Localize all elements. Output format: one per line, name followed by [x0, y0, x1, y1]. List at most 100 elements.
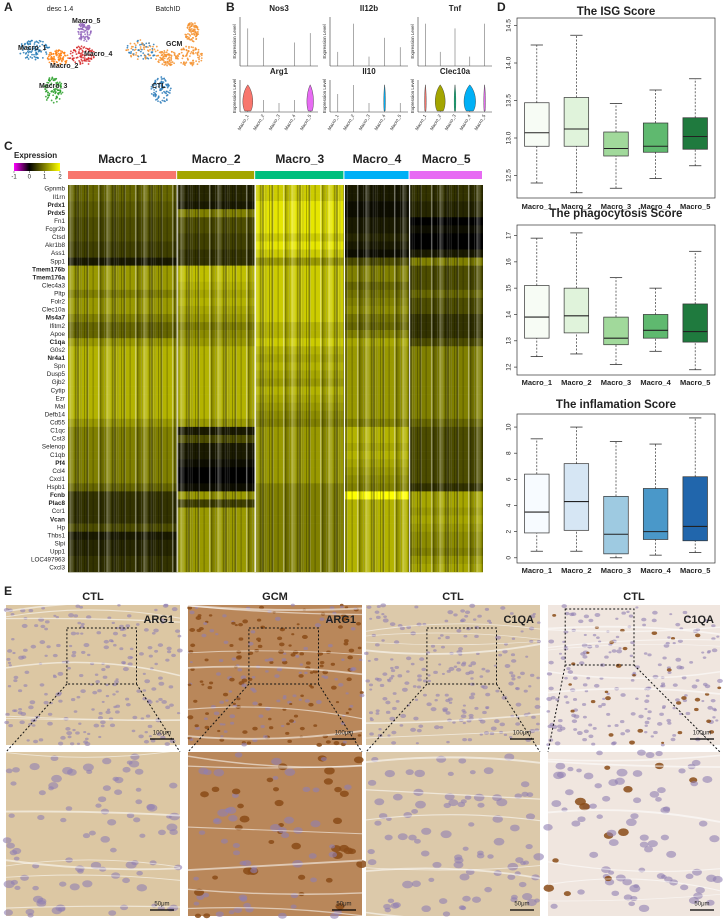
tissue-fiber: [365, 867, 541, 880]
cell: [493, 664, 497, 667]
umap-cell: [61, 91, 64, 94]
cell: [511, 637, 516, 640]
cell: [198, 830, 206, 835]
gene-label: Pltp: [54, 291, 65, 298]
cell: [229, 644, 234, 647]
umap-cell: [84, 29, 86, 32]
y-tick-label: 13.5: [506, 94, 513, 107]
umap-cell: [134, 46, 137, 49]
cell: [153, 628, 159, 633]
cell: [132, 715, 138, 720]
cell: [295, 655, 300, 658]
umap-cell: [63, 52, 66, 55]
cell: [115, 626, 119, 630]
umap-cell: [55, 85, 58, 88]
cell: [707, 705, 713, 710]
cell: [607, 724, 611, 728]
umap-cell: [157, 85, 160, 88]
cell: [579, 661, 585, 665]
cell: [560, 656, 567, 660]
cell: [256, 637, 262, 642]
cell: [232, 702, 236, 706]
violin-y-label: Expression Level: [410, 24, 415, 58]
umap-cell: [83, 31, 86, 34]
cell: [82, 880, 93, 888]
umap-cell: [56, 96, 58, 99]
cell: [56, 643, 61, 648]
umap-cell: [48, 46, 51, 49]
umap-cell: [60, 92, 63, 95]
cell: [669, 613, 673, 616]
cell: [470, 677, 474, 680]
umap-cell: [200, 54, 203, 57]
umap-cell: [21, 49, 24, 52]
x-tick-label: Macro_5: [680, 566, 710, 575]
cell: [114, 680, 119, 684]
cell: [611, 649, 617, 653]
cell: [267, 717, 272, 721]
umap-cell: [135, 54, 137, 56]
cell: [242, 619, 249, 624]
cell: [57, 741, 64, 746]
cell: [536, 621, 541, 624]
gene-label: Apoe: [50, 331, 65, 338]
cell: [712, 707, 717, 711]
cell: [420, 850, 430, 857]
cell: [158, 681, 165, 686]
cell: [529, 639, 534, 643]
cell: [234, 752, 243, 758]
gene-label: Fcnb: [50, 492, 65, 499]
cell: [590, 699, 596, 704]
violin-title: Nos3: [269, 4, 289, 13]
cell: [555, 698, 560, 701]
cell: [278, 912, 287, 919]
cell: [385, 700, 391, 705]
gene-label: Folr2: [51, 299, 66, 306]
violin-x-label: Macro_5: [473, 113, 486, 131]
umap-cell: [89, 49, 92, 52]
umap-cell: [49, 58, 51, 61]
cell: [374, 610, 380, 614]
umap-cell: [50, 51, 52, 54]
umap-cell: [87, 26, 89, 29]
cell: [66, 731, 73, 736]
umap-cell: [190, 46, 193, 48]
umap-cell: [45, 99, 48, 101]
cell: [369, 617, 373, 620]
tissue-fiber: [5, 715, 181, 721]
cell: [611, 890, 620, 897]
box: [682, 117, 708, 150]
gene-label: Ass1: [51, 250, 65, 257]
cell: [195, 615, 202, 620]
x-tick-label: Macro_1: [522, 566, 552, 575]
cell: [381, 639, 385, 642]
cell: [77, 621, 82, 625]
cell: [588, 618, 594, 623]
cell: [268, 726, 274, 730]
umap-cell: [53, 79, 55, 82]
violin-title: Il12b: [360, 4, 378, 13]
cell: [644, 724, 648, 727]
umap-cell: [78, 52, 81, 55]
cell: [473, 793, 485, 802]
violin-shape: [424, 84, 427, 112]
umap-cell: [143, 44, 146, 46]
cell: [439, 634, 444, 637]
umap-cell: [170, 61, 172, 64]
cell: [319, 660, 325, 665]
cell: [615, 874, 626, 882]
cell: [375, 643, 380, 647]
cell: [641, 617, 647, 622]
violin-x-label: Macro_1: [414, 113, 427, 131]
cell: [228, 690, 233, 693]
cell: [484, 886, 493, 893]
umap-cell: [23, 43, 26, 46]
cell: [586, 651, 590, 654]
umap-cell: [26, 56, 29, 59]
cell: [71, 650, 77, 655]
cell: [572, 698, 578, 701]
umap-cell: [55, 77, 58, 80]
cell: [522, 893, 533, 901]
umap-cell: [78, 24, 81, 26]
cell: [647, 710, 652, 714]
